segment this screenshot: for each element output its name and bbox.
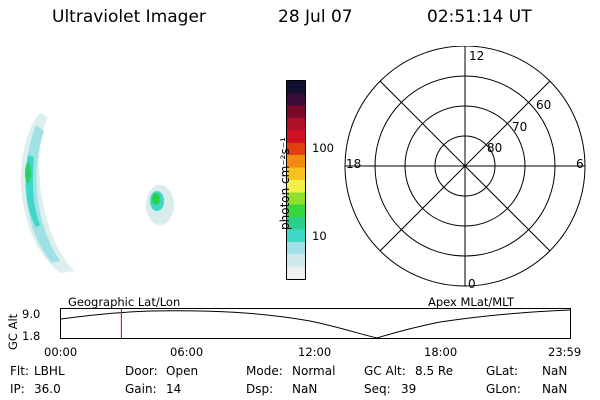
timeline-xtick-4: 23:59 bbox=[548, 345, 582, 359]
gc-alt-value: 8.5 Re bbox=[415, 364, 454, 378]
seq-value: 39 bbox=[401, 382, 417, 396]
instrument-title: Ultraviolet Imager bbox=[52, 7, 206, 27]
timeline-frame bbox=[60, 308, 571, 339]
gain-value: 14 bbox=[166, 382, 182, 396]
door-value: Open bbox=[166, 364, 199, 378]
dsp-value: NaN bbox=[292, 382, 318, 396]
colorbar-tick-100: 100 bbox=[312, 141, 334, 155]
uv-image bbox=[21, 113, 174, 273]
ip-label: IP: bbox=[10, 382, 25, 396]
mlat-label-60: 60 bbox=[536, 98, 551, 112]
mlat-label-70: 70 bbox=[512, 120, 527, 134]
timeline-ytick-top: 9.0 bbox=[22, 307, 41, 321]
glon-value: NaN bbox=[542, 382, 568, 396]
timeline-right-title: Apex MLat/MLT bbox=[428, 295, 515, 309]
time-label: 02:51:14 UT bbox=[427, 7, 532, 27]
altitude-curve bbox=[60, 309, 571, 339]
gain-label: Gain: bbox=[125, 382, 157, 396]
color-bar bbox=[286, 80, 306, 280]
mlt-label-0: 0 bbox=[468, 277, 476, 291]
mode-value: Normal bbox=[292, 364, 336, 378]
seq-label: Seq: bbox=[364, 382, 391, 396]
timeline-ytick-bottom: 1.8 bbox=[22, 329, 41, 343]
timeline-xtick-3: 18:00 bbox=[424, 345, 458, 359]
glon-label: GLon: bbox=[486, 382, 521, 396]
aurora-limb-band bbox=[25, 125, 60, 263]
glat-label: GLat: bbox=[486, 364, 519, 378]
dsp-label: Dsp: bbox=[246, 382, 274, 396]
aurora-limb-hotspot bbox=[25, 163, 31, 183]
timeline-y-label: GC Alt bbox=[6, 313, 20, 350]
mode-label: Mode: bbox=[246, 364, 283, 378]
door-label: Door: bbox=[125, 364, 158, 378]
ip-value: 36.0 bbox=[34, 382, 61, 396]
timeline-xtick-2: 12:00 bbox=[298, 345, 332, 359]
mlt-label-18: 18 bbox=[346, 157, 361, 171]
timeline-left-title: Geographic Lat/Lon bbox=[68, 295, 181, 309]
mlt-label-12: 12 bbox=[469, 49, 484, 63]
aurora-blob-core bbox=[152, 193, 160, 205]
polar-diagonal-2 bbox=[379, 80, 551, 252]
mlat-label-80: 80 bbox=[487, 141, 502, 155]
filter-label: Flt: bbox=[10, 364, 29, 378]
filter-value: LBHL bbox=[34, 364, 65, 378]
date-label: 28 Jul 07 bbox=[278, 7, 353, 27]
timeline-plot bbox=[60, 308, 571, 339]
timeline-xtick-1: 06:00 bbox=[170, 345, 204, 359]
glat-value: NaN bbox=[542, 364, 568, 378]
polar-grid: 12 18 6 0 60 70 80 bbox=[344, 46, 586, 291]
colorbar-unit-label: photon cm⁻²s⁻¹ bbox=[278, 137, 292, 230]
colorbar-tick-10: 10 bbox=[312, 229, 327, 243]
gc-alt-label: GC Alt: bbox=[364, 364, 406, 378]
mlt-label-6: 6 bbox=[576, 157, 584, 171]
timeline-xtick-0: 00:00 bbox=[44, 345, 78, 359]
